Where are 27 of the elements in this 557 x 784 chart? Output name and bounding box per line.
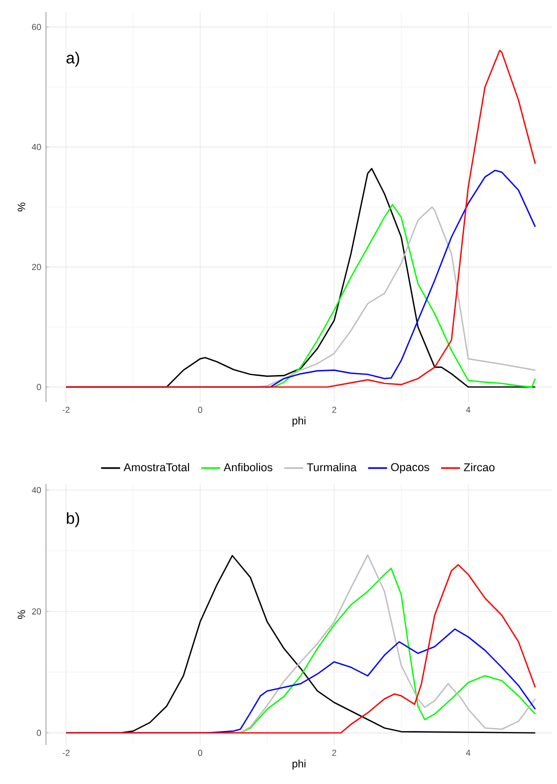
annotation: b) bbox=[66, 512, 80, 528]
y-tick-label: 20 bbox=[32, 608, 41, 615]
x-tick-label: 4 bbox=[466, 406, 470, 413]
legend-label: Turmalina bbox=[306, 462, 357, 472]
legend-label: AmostraTotal bbox=[124, 462, 189, 472]
x-tick-label: 0 bbox=[198, 750, 202, 756]
y-axis-title: % bbox=[18, 202, 26, 212]
x-tick-label: -2 bbox=[62, 406, 70, 413]
annotation: a) bbox=[66, 52, 80, 67]
y-tick-label: 0 bbox=[36, 384, 41, 390]
y-tick-label: 20 bbox=[32, 264, 41, 270]
line-series bbox=[65, 50, 536, 388]
legend-label: Zircao bbox=[464, 462, 495, 472]
y-tick-label: 40 bbox=[32, 487, 41, 494]
legend-label: Opacos bbox=[391, 463, 430, 474]
y-tick-label: 40 bbox=[32, 144, 41, 150]
y-axis-title: % bbox=[18, 610, 26, 619]
x-axis-title: phi bbox=[292, 760, 306, 770]
x-axis-title: phi bbox=[292, 416, 306, 427]
y-tick-label: 0 bbox=[36, 730, 41, 736]
x-tick-label: 2 bbox=[332, 406, 336, 413]
x-tick-label: 4 bbox=[466, 750, 470, 756]
legend-label: Anfibolios bbox=[224, 462, 272, 472]
x-tick-label: 0 bbox=[198, 406, 202, 413]
x-tick-label: -2 bbox=[62, 750, 70, 756]
x-tick-label: 2 bbox=[332, 750, 336, 756]
y-tick-label: 60 bbox=[32, 24, 41, 30]
